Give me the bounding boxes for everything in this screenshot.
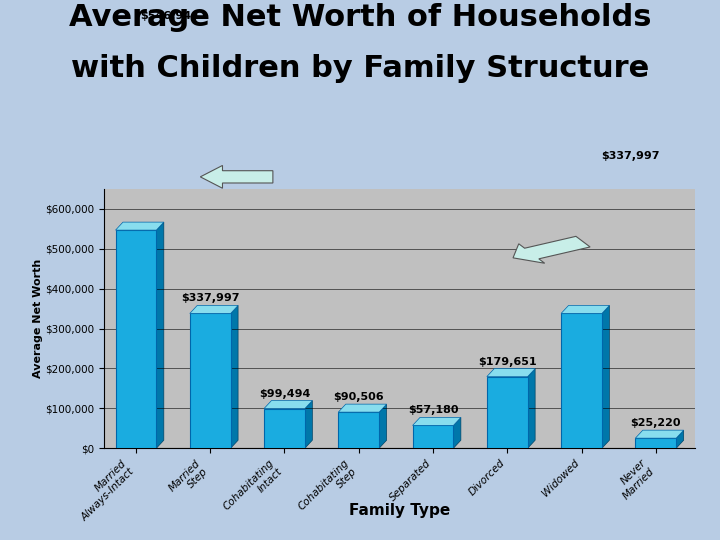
Polygon shape [190,306,238,313]
Bar [190,313,230,448]
Bar [635,438,676,448]
Y-axis label: Average Net Worth: Average Net Worth [33,259,42,378]
Text: $179,651: $179,651 [478,356,536,367]
Text: Average Net Worth of Households: Average Net Worth of Households [68,3,652,32]
Polygon shape [338,404,387,412]
Text: $99,494: $99,494 [258,389,310,399]
Polygon shape [230,306,238,448]
Text: $25,220: $25,220 [631,418,681,428]
Polygon shape [676,430,684,448]
Polygon shape [528,369,535,448]
Polygon shape [379,404,387,448]
Bar [264,409,305,448]
Polygon shape [487,369,535,376]
Polygon shape [305,401,312,448]
Text: with Children by Family Structure: with Children by Family Structure [71,54,649,83]
Text: $90,506: $90,506 [333,392,384,402]
Text: $57,180: $57,180 [408,406,458,415]
Polygon shape [635,430,684,438]
Text: $546,944: $546,944 [140,11,199,21]
Bar [413,426,454,448]
Text: $337,997: $337,997 [600,151,660,161]
Bar [561,313,602,448]
Polygon shape [115,222,164,230]
Bar [487,376,528,448]
Polygon shape [413,417,461,426]
Bar [338,412,379,448]
FancyArrow shape [200,165,273,188]
Polygon shape [602,306,609,448]
Bar [115,230,156,448]
Polygon shape [156,222,164,448]
FancyArrow shape [513,237,590,264]
Text: $337,997: $337,997 [181,293,240,303]
Polygon shape [561,306,609,313]
Polygon shape [454,417,461,448]
Text: Family Type: Family Type [349,503,450,518]
Polygon shape [264,401,312,409]
Bar [115,448,684,454]
